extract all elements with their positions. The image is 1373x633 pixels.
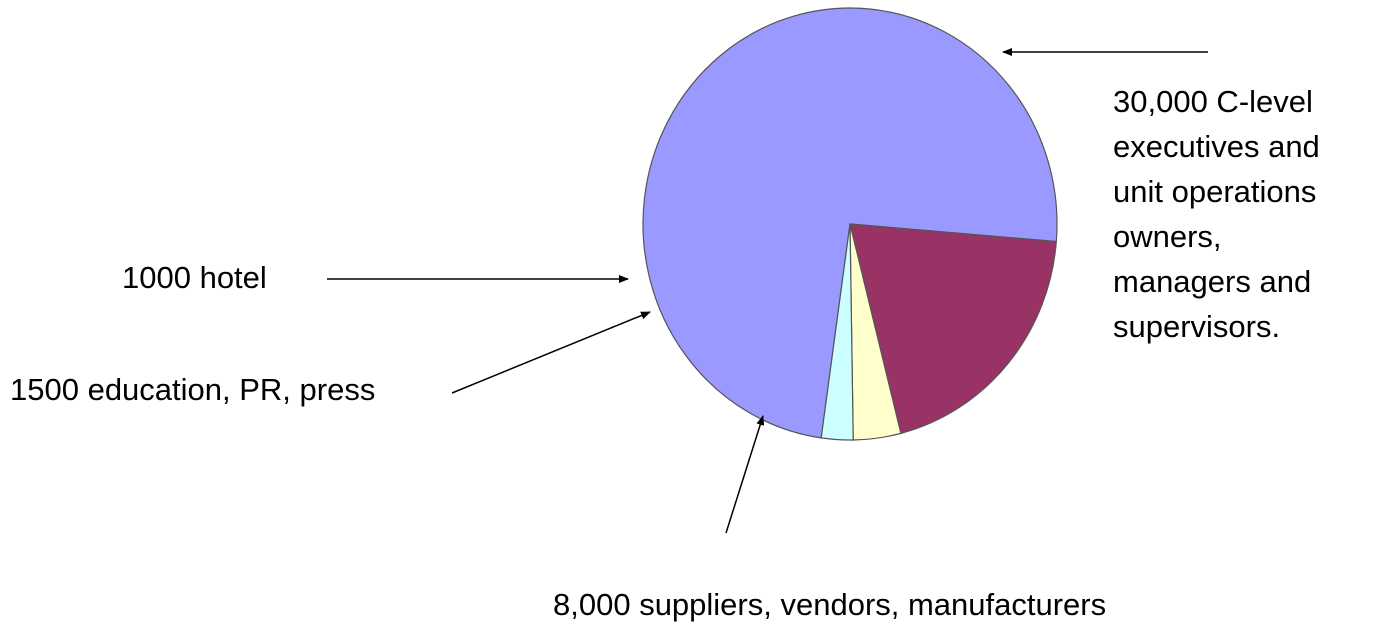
- pie-slice-1: [849, 223, 1057, 435]
- slice-0-label: 30,000 C-level executives and unit opera…: [1113, 84, 1328, 344]
- slice-2-label: 1500 education, PR, press: [10, 372, 375, 407]
- pie-slice-3: [820, 223, 854, 441]
- pie-slices: [642, 7, 1058, 441]
- slice-1-label: 8,000 suppliers, vendors, manufacturers: [553, 587, 1106, 622]
- slice-1-arrow: [725, 415, 765, 534]
- pie-slice-0: [642, 7, 1058, 439]
- slice-3-label: 1000 hotel: [122, 260, 267, 295]
- slice-2-arrow: [451, 311, 651, 394]
